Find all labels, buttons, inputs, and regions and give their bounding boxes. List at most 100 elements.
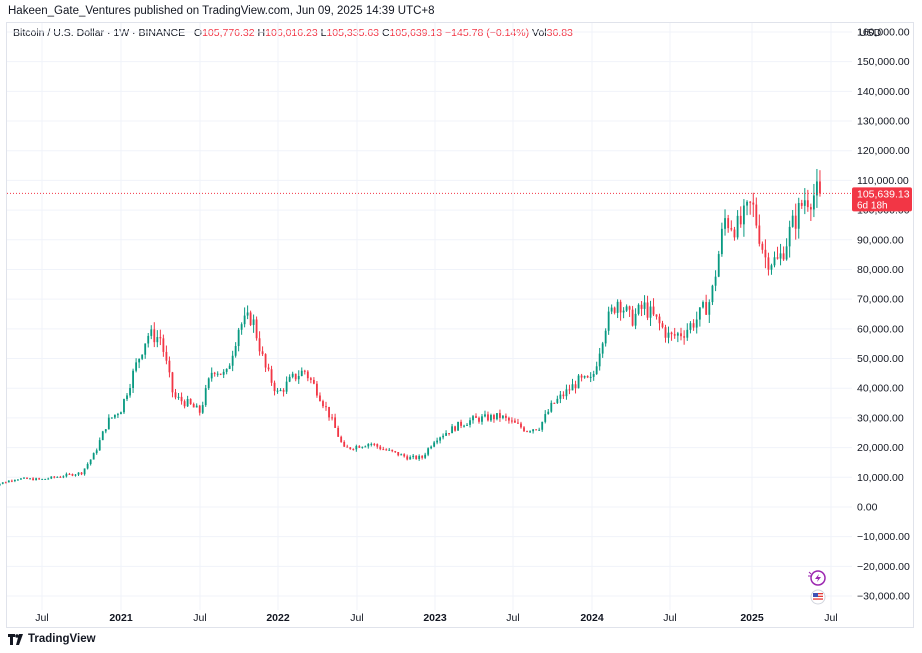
candle: [601, 341, 604, 358]
candle: [556, 395, 559, 404]
candle: [755, 197, 758, 229]
x-tick-label: 2023: [423, 612, 447, 624]
candle: [101, 430, 104, 441]
candle: [717, 250, 720, 278]
candle: [711, 284, 714, 306]
candle: [749, 200, 752, 215]
candle: [391, 449, 394, 453]
y-tick-label: 60,000.00: [857, 323, 904, 335]
candle: [264, 353, 267, 372]
candle: [403, 453, 406, 458]
candle: [770, 263, 773, 275]
candle: [791, 210, 794, 228]
candle: [10, 479, 13, 483]
y-tick-label: 20,000.00: [857, 442, 904, 454]
candle: [331, 413, 333, 421]
candle: [812, 183, 815, 218]
candle: [219, 373, 222, 376]
low-value: 105,335.63: [326, 27, 380, 39]
y-tick-label: 130,000.00: [857, 116, 910, 128]
y-tick-label: 80,000.00: [857, 264, 904, 276]
candle: [424, 452, 427, 460]
candle: [773, 251, 776, 268]
candle: [174, 388, 177, 400]
y-tick-label: 110,000.00: [857, 175, 909, 187]
candle: [484, 410, 486, 418]
y-axis: 160,000.00 150,000.00 140,000.00 130,000.00…: [857, 27, 910, 603]
candle: [352, 448, 355, 451]
symbol-label[interactable]: Bitcoin / U.S. Dollar · 1W · BINANCE: [13, 27, 186, 39]
y-tick-label: 150,000.00: [857, 56, 910, 68]
candle: [779, 243, 782, 266]
candle: [631, 305, 634, 327]
candle: [460, 419, 462, 429]
candle: [186, 395, 189, 407]
candle: [207, 377, 210, 390]
candle: [261, 346, 264, 357]
candle: [577, 373, 580, 389]
candle: [340, 435, 343, 443]
volume-label: Vol: [532, 27, 547, 39]
candle: [523, 426, 525, 433]
candle: [107, 414, 110, 430]
candle: [637, 303, 640, 316]
candle: [13, 479, 16, 483]
candle: [126, 393, 128, 402]
candle: [649, 300, 652, 326]
candle: [159, 329, 162, 346]
y-tick-label: 10,000.00: [857, 472, 904, 484]
candle: [104, 429, 107, 434]
y-tick-label: 50,000.00: [857, 353, 904, 365]
candle: [698, 307, 701, 327]
candle: [436, 437, 439, 445]
footer-brand[interactable]: TradingView: [8, 633, 96, 645]
candle: [499, 409, 501, 422]
candle: [110, 417, 113, 419]
candle: [210, 367, 213, 382]
x-tick-label: Jul: [663, 612, 676, 624]
candle: [689, 321, 692, 334]
x-tick-label: Jul: [506, 612, 519, 624]
candle: [80, 472, 83, 476]
candle: [300, 367, 303, 377]
candle: [746, 200, 748, 216]
x-tick-label: 2022: [266, 612, 290, 624]
candle: [294, 373, 297, 382]
candle: [493, 413, 495, 423]
candle: [343, 440, 346, 448]
candle: [508, 416, 510, 424]
candle: [782, 246, 785, 261]
candle: [282, 388, 285, 397]
candle: [150, 325, 153, 340]
lightning-alert-icon[interactable]: [808, 570, 826, 586]
candle: [604, 328, 607, 347]
candle: [490, 413, 492, 422]
candle: [625, 304, 628, 312]
us-flag-event-icon[interactable]: [810, 589, 826, 605]
candle: [433, 440, 436, 448]
candle: [234, 342, 237, 358]
currency-selector[interactable]: USD: [859, 27, 882, 39]
candle: [120, 411, 122, 415]
candle: [38, 477, 41, 480]
candle: [736, 210, 739, 240]
candle: [65, 472, 68, 478]
candle: [270, 365, 273, 386]
candle: [168, 356, 171, 378]
candle: [510, 417, 513, 424]
candle: [409, 455, 412, 460]
candle: [23, 477, 25, 479]
candle: [147, 333, 150, 348]
candle: [592, 370, 595, 381]
high-label: H: [257, 27, 266, 39]
candle: [325, 401, 327, 411]
y-tick-label: −20,000.00: [857, 561, 910, 573]
candle: [800, 199, 803, 209]
candle: [189, 398, 192, 405]
candle: [616, 299, 619, 319]
candle: [98, 437, 101, 451]
candle: [198, 404, 201, 416]
candle: [720, 222, 723, 257]
candle: [77, 472, 80, 477]
